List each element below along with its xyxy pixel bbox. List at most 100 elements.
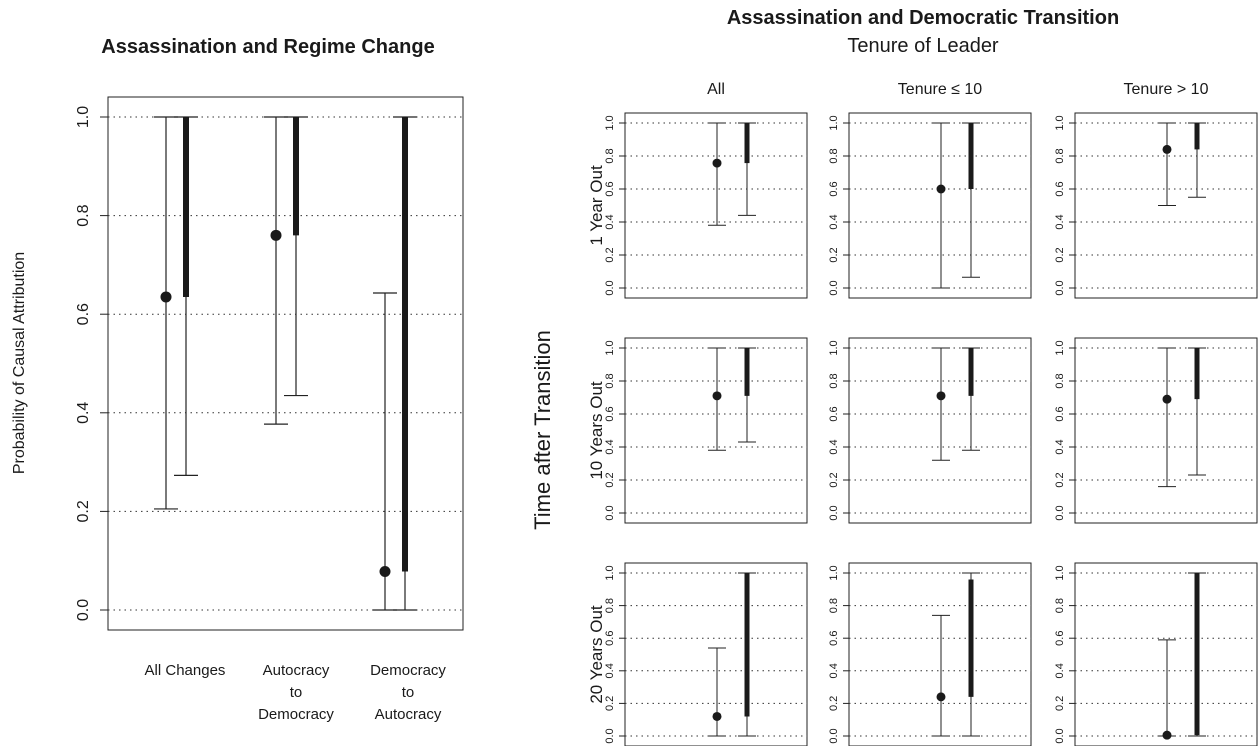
panel-y-tick-label: 0.0 [828, 280, 840, 295]
left-x-category-label: Democracy [370, 662, 446, 679]
panel-y-tick-label: 0.4 [604, 663, 616, 678]
left-x-category-label: Autocracy [263, 662, 330, 679]
panel-y-tick-label: 1.0 [604, 115, 616, 130]
panel-y-tick-label: 0.0 [828, 728, 840, 743]
panel-frame [624, 112, 808, 299]
left-x-category-label: Democracy [258, 706, 334, 723]
point-estimate [712, 158, 722, 168]
left-x-category-label: Autocracy [375, 706, 442, 723]
panel-y-tick-label: 0.0 [1054, 728, 1066, 743]
panel-y-tick-label: 0.4 [1054, 214, 1066, 229]
panel-y-tick-label: 1.0 [1054, 115, 1066, 130]
panel-y-tick-label: 0.8 [604, 148, 616, 163]
panel-y-tick-label: 1.0 [604, 565, 616, 580]
left-interval-group [373, 116, 417, 611]
panel-y-tick-label: 0.0 [604, 280, 616, 295]
panel-frame [848, 562, 1032, 746]
right-chart: Assassination and Democratic Transition … [530, 7, 1258, 746]
small-multiple-panel: 0.0 0.2 0.4 0.6 0.8 1.0 [828, 112, 1032, 299]
panel-frame [1074, 112, 1258, 299]
right-row-labels: 1 Year Out 10 Years Out 20 Years Out [587, 165, 606, 704]
panel-y-tick-label: 1.0 [828, 340, 840, 355]
panel-y-tick-label: 0.2 [1054, 472, 1066, 487]
point-estimate [379, 566, 391, 578]
point-estimate [1162, 144, 1172, 154]
panel-y-tick-label: 0.8 [828, 148, 840, 163]
point-estimate [936, 692, 946, 702]
panel-y-tick-label: 0.0 [604, 728, 616, 743]
panel-y-tick-label: 0.2 [828, 247, 840, 262]
panel-y-tick-label: 1.0 [828, 565, 840, 580]
panel-y-tick-label: 0.2 [828, 472, 840, 487]
panel-y-tick-label: 0.0 [828, 505, 840, 520]
right-small-multiples: 0.00.20.40.60.81.00.00.20.40.60.81.00.00… [604, 112, 1258, 746]
panel-y-tick-label: 0.6 [604, 406, 616, 421]
panel-y-tick-label: 0.8 [604, 373, 616, 388]
point-estimate [1162, 730, 1172, 740]
panel-y-tick-label: 0.6 [1054, 181, 1066, 196]
panel-y-tick-label: 1.0 [1054, 565, 1066, 580]
panel-y-tick-label: 0.4 [828, 439, 840, 454]
right-chart-subtitle: Tenure of Leader [847, 35, 999, 57]
panel-y-tick-label: 0.6 [1054, 406, 1066, 421]
left-intervals [154, 116, 417, 611]
small-multiple-panel: 0.0 0.2 0.4 0.6 0.8 1.0 [1054, 562, 1258, 746]
left-y-tick-label: 0.4 [75, 402, 92, 424]
panel-frame [1074, 337, 1258, 524]
point-estimate [936, 391, 946, 401]
right-chart-title: Assassination and Democratic Transition [727, 7, 1119, 29]
small-multiple-panel: 0.0 0.2 0.4 0.6 0.8 1.0 [604, 337, 808, 524]
panel-frame [1074, 562, 1258, 746]
small-multiple-panel: 0.0 0.2 0.4 0.6 0.8 1.0 [604, 112, 808, 299]
point-estimate [160, 291, 172, 303]
small-multiple-panel: 0.0 0.2 0.4 0.6 0.8 1.0 [828, 337, 1032, 524]
panel-y-tick-label: 0.6 [1054, 631, 1066, 646]
panel-y-tick-label: 0.2 [1054, 696, 1066, 711]
panel-frame [624, 562, 808, 746]
left-y-ticks: 0.0 0.2 0.4 0.6 0.8 1.0 [75, 106, 108, 621]
point-estimate [1162, 394, 1172, 404]
panel-y-tick-label: 1.0 [1054, 340, 1066, 355]
left-x-category-labels: All Changes Autocracy to Democracy Democracy… [145, 662, 447, 723]
panel-y-tick-label: 0.4 [1054, 663, 1066, 678]
panel-y-tick-label: 0.4 [604, 439, 616, 454]
small-multiple-panel: 0.0 0.2 0.4 0.6 0.8 1.0 [604, 562, 808, 746]
panel-y-tick-label: 0.4 [828, 663, 840, 678]
left-y-tick-label: 0.2 [75, 500, 92, 522]
panel-y-tick-label: 0.6 [828, 181, 840, 196]
point-estimate [936, 184, 946, 194]
panel-y-tick-label: 0.8 [604, 598, 616, 613]
row-label: 10 Years Out [587, 381, 606, 480]
panel-y-tick-label: 0.2 [1054, 247, 1066, 262]
panel-y-tick-label: 1.0 [604, 340, 616, 355]
left-y-tick-label: 0.8 [75, 204, 92, 226]
column-label: Tenure > 10 [1124, 81, 1209, 98]
left-interval-group [264, 116, 308, 425]
panel-y-tick-label: 0.0 [604, 505, 616, 520]
left-y-tick-label: 1.0 [75, 106, 92, 128]
left-x-category-label: to [402, 684, 415, 701]
panel-frame [848, 337, 1032, 524]
point-estimate [270, 229, 282, 241]
panel-y-tick-label: 0.4 [604, 214, 616, 229]
right-column-labels: All Tenure ≤ 10 Tenure > 10 [707, 81, 1208, 98]
point-estimate [712, 391, 722, 401]
left-y-tick-label: 0.0 [75, 599, 92, 621]
panel-y-tick-label: 0.8 [1054, 148, 1066, 163]
panel-y-tick-label: 0.6 [828, 406, 840, 421]
panel-y-tick-label: 0.2 [828, 696, 840, 711]
row-label: 20 Years Out [587, 605, 606, 704]
left-gridlines [108, 116, 463, 611]
left-x-category-label: All Changes [145, 662, 226, 679]
column-label: Tenure ≤ 10 [898, 81, 982, 98]
left-chart: Assassination and Regime Change Probabil… [11, 36, 464, 723]
small-multiple-panel: 0.0 0.2 0.4 0.6 0.8 1.0 [828, 562, 1032, 746]
panel-y-tick-label: 0.2 [604, 696, 616, 711]
column-label: All [707, 81, 725, 98]
right-y-axis-label: Time after Transition [530, 330, 555, 530]
small-multiple-panel: 0.0 0.2 0.4 0.6 0.8 1.0 [1054, 112, 1258, 299]
left-interval-group [154, 116, 198, 510]
panel-y-tick-label: 0.0 [1054, 280, 1066, 295]
panel-y-tick-label: 0.6 [828, 631, 840, 646]
panel-y-tick-label: 0.4 [1054, 439, 1066, 454]
